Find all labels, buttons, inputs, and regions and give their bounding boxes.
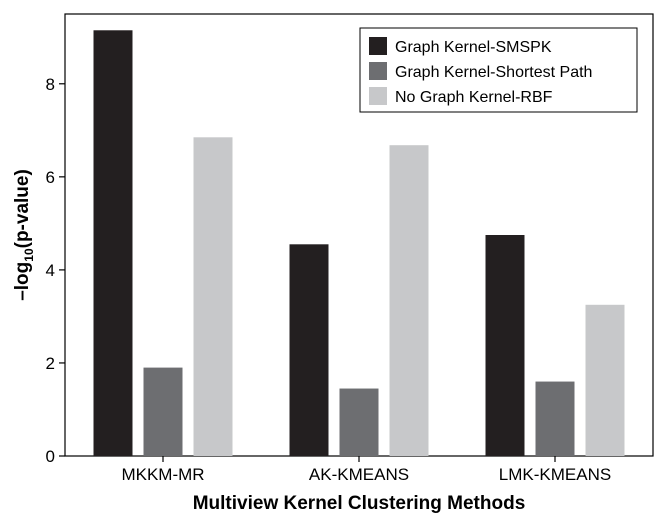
- x-tick-label: AK-KMEANS: [309, 465, 409, 484]
- bar: [339, 388, 379, 456]
- legend-label: Graph Kernel-Shortest Path: [395, 64, 592, 81]
- y-tick-label: 4: [46, 261, 55, 280]
- legend: Graph Kernel-SMSPK Graph Kernel-Shortest …: [359, 27, 638, 113]
- x-axis-label: Multiview Kernel Clustering Methods: [193, 493, 526, 514]
- x-tick-label: MKKM-MR: [121, 465, 204, 484]
- bar: [535, 381, 575, 456]
- bar: [143, 367, 183, 456]
- y-axis-label-suffix: (p-value): [12, 169, 33, 248]
- y-tick-label: 0: [46, 447, 55, 466]
- legend-swatch: [369, 62, 387, 80]
- bar: [389, 145, 429, 456]
- y-tick-label: 8: [46, 75, 55, 94]
- x-axis: MKKM-MR AK-KMEANS LMK-KMEANS: [121, 456, 611, 484]
- bar: [193, 137, 233, 456]
- x-tick-label: LMK-KMEANS: [499, 465, 611, 484]
- legend-swatch: [369, 87, 387, 105]
- y-tick-label: 2: [46, 354, 55, 373]
- bar-group: [93, 30, 625, 456]
- y-axis-label-subscript: 10: [22, 248, 36, 262]
- legend-items: Graph Kernel-SMSPK Graph Kernel-Shortest …: [369, 37, 592, 106]
- y-axis-label-prefix: –log: [12, 262, 33, 301]
- legend-swatch: [369, 37, 387, 55]
- y-axis: 0 2 4 6 8: [46, 75, 65, 466]
- y-tick-label: 6: [46, 168, 55, 187]
- bar: [485, 235, 525, 456]
- bar: [585, 304, 625, 456]
- bar: [93, 30, 133, 456]
- y-axis-label: –log10(p-value): [12, 169, 36, 301]
- legend-label: Graph Kernel-SMSPK: [395, 39, 552, 56]
- legend-label: No Graph Kernel-RBF: [395, 89, 553, 106]
- legend-box: [359, 27, 638, 113]
- bar: [289, 244, 329, 456]
